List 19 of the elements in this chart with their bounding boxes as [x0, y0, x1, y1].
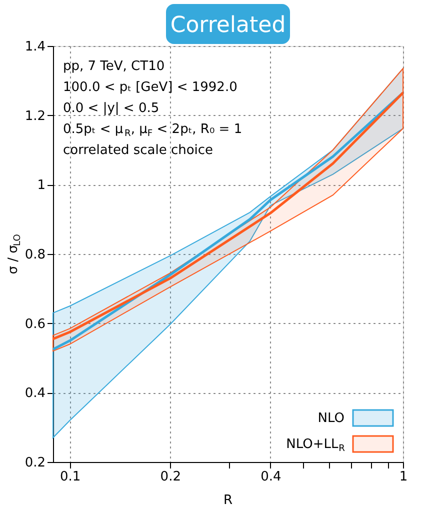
- x-tick-label: 0.1: [60, 470, 81, 484]
- y-tick-label: 0.4: [24, 386, 46, 402]
- legend-label: NLO: [318, 411, 345, 426]
- x-axis-title: R: [223, 493, 233, 508]
- annotation: correlated scale choice: [63, 143, 214, 158]
- y-tick-label: 1.4: [24, 40, 46, 54]
- y-tick-label: 0.2: [24, 456, 46, 470]
- y-tick-label: 0.6: [24, 316, 46, 332]
- annotation: 100.0 < pₜ [GeV] < 1992.0: [63, 80, 238, 95]
- y-tick-label: 1.2: [24, 108, 46, 124]
- annotation: pp, 7 TeV, CT10: [63, 59, 165, 74]
- chart-title: Correlated: [170, 13, 286, 38]
- y-tick-label: 1: [37, 178, 46, 194]
- annotation: 0.0 < |y| < 0.5: [63, 101, 160, 116]
- x-tick-label: 1: [399, 470, 408, 484]
- y-tick-label: 0.8: [24, 248, 46, 262]
- x-tick-label: 0.2: [160, 470, 181, 484]
- x-tick-label: 0.4: [260, 470, 282, 484]
- y-axis-title: σ / σLO: [6, 234, 23, 274]
